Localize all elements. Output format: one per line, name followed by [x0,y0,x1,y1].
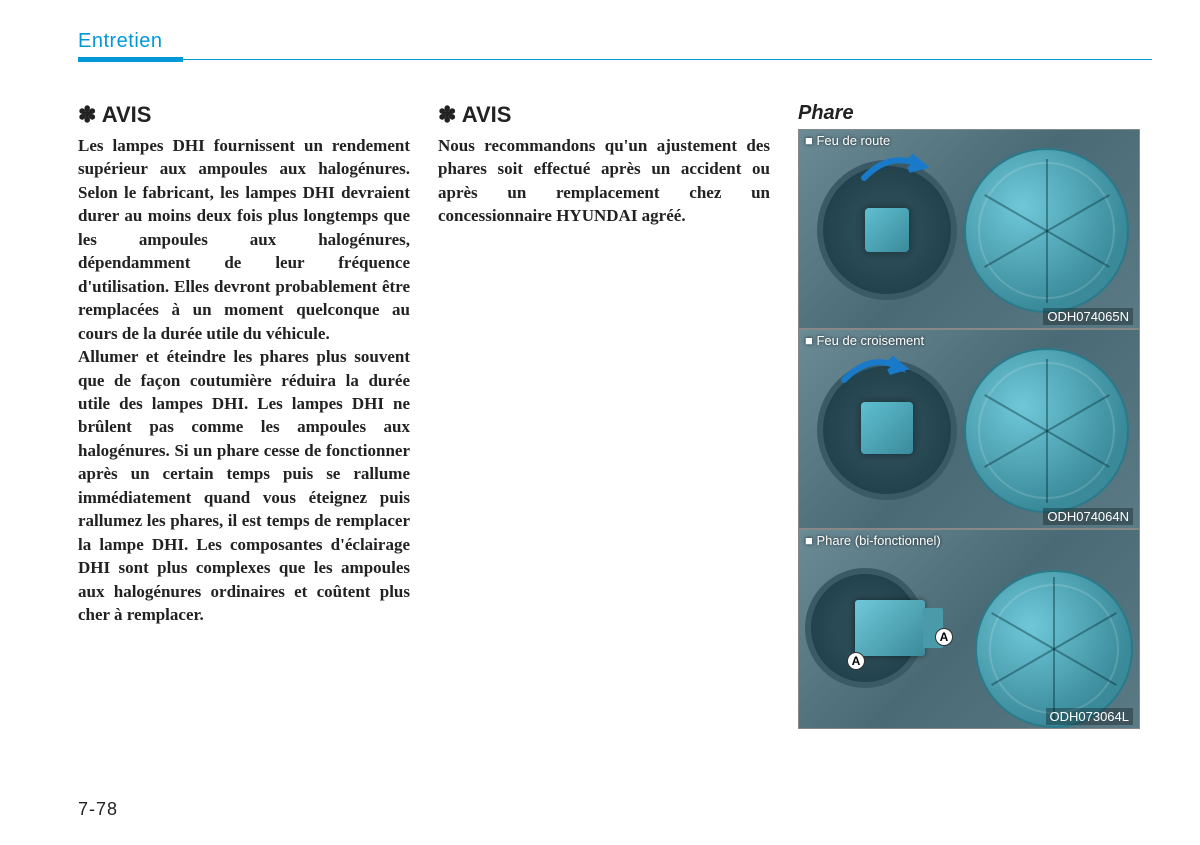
notice-label: ✽ AVIS [78,102,410,128]
figure-code: ODH073064L [1046,708,1134,725]
figure-code: ODH074065N [1043,308,1133,325]
rule-thick [78,57,183,62]
figure-code: ODH074064N [1043,508,1133,525]
module-icon [855,600,925,656]
dust-cap [975,570,1133,728]
column-1: ✽ AVIS Les lampes DHI fournissent un ren… [78,102,410,729]
header-rule [78,57,1152,62]
paragraph: Nous recommandons qu'un ajustement des p… [438,134,770,228]
paragraph: Les lampes DHI fournissent un rendement … [78,134,410,345]
callout-a: A [935,628,953,646]
notice-body: Les lampes DHI fournissent un rendement … [78,134,410,627]
rule-thin [183,59,1152,60]
notice-body: Nous recommandons qu'un ajustement des p… [438,134,770,228]
bulb-icon [865,208,909,252]
figure-label: ■ Phare (bi-fonctionnel) [805,533,941,548]
callout-a: A [847,652,865,670]
figure-label: ■ Feu de route [805,133,890,148]
page-number: 7-78 [78,799,118,820]
rotation-arrow-icon [839,352,909,388]
notice-label: ✽ AVIS [438,102,770,128]
content-columns: ✽ AVIS Les lampes DHI fournissent un ren… [78,102,1152,729]
paragraph: Allumer et éteindre les phares plus souv… [78,345,410,626]
figure-label: ■ Feu de croisement [805,333,924,348]
subsection-heading: Phare [798,102,1140,125]
rotation-arrow-icon [859,150,929,186]
dust-cap [964,348,1129,513]
dust-cap [964,148,1129,313]
column-3: Phare ■ Feu de route [798,102,1140,729]
manual-page: Entretien ✽ AVIS Les lampes DHI fourniss… [0,0,1200,845]
figure-low-beam: ■ Feu de croisement [798,329,1140,529]
bulb-icon [861,402,913,454]
figure-stack: ■ Feu de route [798,129,1140,729]
section-title: Entretien [78,30,1152,53]
figure-bifunction: ■ Phare (bi-fonctionnel) A A [798,529,1140,729]
column-2: ✽ AVIS Nous recommandons qu'un ajustemen… [438,102,770,729]
figure-high-beam: ■ Feu de route [798,129,1140,329]
